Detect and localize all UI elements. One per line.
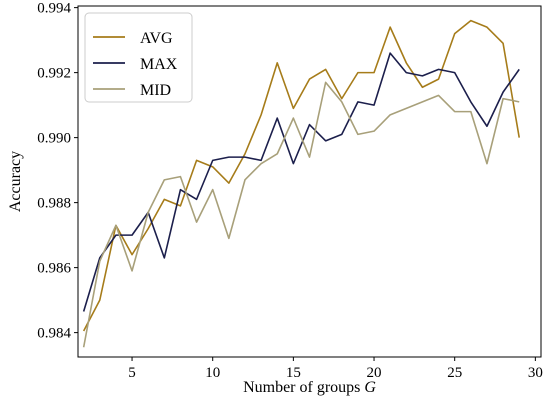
x-axis-ticks: 5 10 15 20 25 30 [128, 357, 543, 381]
y-tick-label: 0.992 [37, 66, 71, 82]
x-tick-label: 5 [128, 365, 136, 381]
x-tick-label: 15 [286, 365, 301, 381]
series-line-max [82, 52, 520, 312]
x-tick-label: 10 [205, 365, 220, 381]
legend-box [84, 12, 193, 103]
x-axis-label-text: Number of groups [243, 379, 360, 396]
y-tick-label: 0.988 [37, 196, 71, 212]
y-tick-label: 0.984 [37, 326, 71, 342]
y-tick-label: 0.990 [37, 131, 71, 147]
legend-label-mid: MID [140, 82, 171, 99]
y-tick-label: 0.986 [37, 261, 71, 277]
x-axis-label-variable: G [364, 379, 376, 396]
y-axis-ticks: 0.984 0.986 0.988 0.990 0.992 0.994 [37, 1, 78, 342]
y-axis-label: Accuracy [7, 151, 24, 212]
x-tick-label: 30 [528, 365, 543, 381]
legend-label-max: MAX [140, 56, 178, 73]
x-axis-label: Number of groups G [243, 379, 376, 396]
series-lines [82, 19, 521, 348]
legend-label-avg: AVG [140, 30, 173, 47]
series-line-mid [82, 81, 520, 348]
y-tick-label: 0.994 [37, 1, 71, 17]
series-line-avg [82, 19, 521, 332]
plot-frame [77, 5, 542, 358]
x-tick-label: 20 [367, 365, 382, 381]
x-tick-label: 25 [447, 365, 462, 381]
legend: AVG MAX MID [84, 12, 193, 103]
